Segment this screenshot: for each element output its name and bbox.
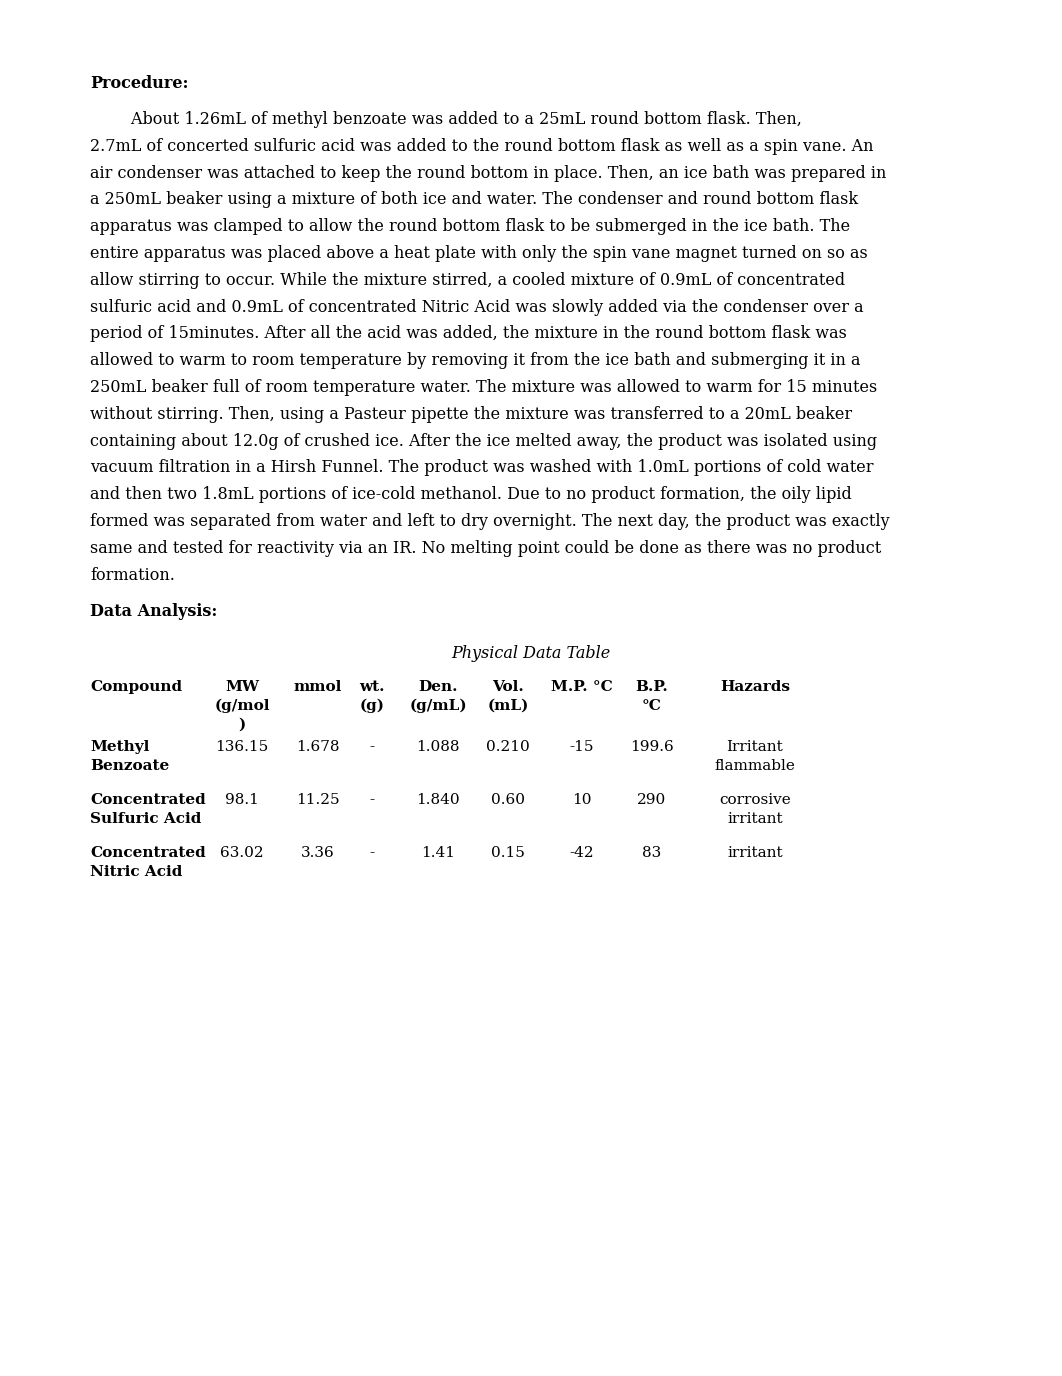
Text: Methyl: Methyl [90,740,150,754]
Text: Sulfuric Acid: Sulfuric Acid [90,812,202,826]
Text: a 250mL beaker using a mixture of both ice and water. The condenser and round bo: a 250mL beaker using a mixture of both i… [90,191,858,208]
Text: Benzoate: Benzoate [90,760,169,773]
Text: -: - [370,846,375,860]
Text: M.P. °C: M.P. °C [551,680,613,695]
Text: Hazards: Hazards [720,680,790,695]
Text: air condenser was attached to keep the round bottom in place. Then, an ice bath : air condenser was attached to keep the r… [90,165,887,182]
Text: 98.1: 98.1 [225,794,259,808]
Text: Compound: Compound [90,680,182,695]
Text: wt.: wt. [359,680,384,695]
Text: Data Analysis:: Data Analysis: [90,604,218,621]
Text: 0.15: 0.15 [491,846,525,860]
Text: 63.02: 63.02 [220,846,263,860]
Text: and then two 1.8mL portions of ice-cold methanol. Due to no product formation, t: and then two 1.8mL portions of ice-cold … [90,486,852,504]
Text: 1.088: 1.088 [416,740,460,754]
Text: (g/mol: (g/mol [215,699,270,713]
Text: 2.7mL of concerted sulfuric acid was added to the round bottom flask as well as : 2.7mL of concerted sulfuric acid was add… [90,138,874,154]
Text: 199.6: 199.6 [630,740,674,754]
Text: Procedure:: Procedure: [90,76,188,92]
Text: 290: 290 [637,794,667,808]
Text: period of 15minutes. After all the acid was added, the mixture in the round bott: period of 15minutes. After all the acid … [90,325,846,343]
Text: apparatus was clamped to allow the round bottom flask to be submerged in the ice: apparatus was clamped to allow the round… [90,219,850,235]
Text: corrosive: corrosive [719,794,791,808]
Text: About 1.26mL of methyl benzoate was added to a 25mL round bottom flask. Then,: About 1.26mL of methyl benzoate was adde… [90,111,802,128]
Text: 10: 10 [572,794,592,808]
Text: 1.41: 1.41 [421,846,455,860]
Text: 0.60: 0.60 [491,794,525,808]
Text: without stirring. Then, using a Pasteur pipette the mixture was transferred to a: without stirring. Then, using a Pasteur … [90,406,852,422]
Text: Concentrated: Concentrated [90,846,206,860]
Text: mmol: mmol [294,680,342,695]
Text: formation.: formation. [90,567,175,583]
Text: sulfuric acid and 0.9mL of concentrated Nitric Acid was slowly added via the con: sulfuric acid and 0.9mL of concentrated … [90,299,863,315]
Text: irritant: irritant [727,846,783,860]
Text: (g): (g) [360,699,384,713]
Text: 11.25: 11.25 [296,794,340,808]
Text: ): ) [238,717,245,732]
Text: Den.: Den. [418,680,458,695]
Text: (mL): (mL) [487,699,529,713]
Text: -: - [370,740,375,754]
Text: 83: 83 [643,846,662,860]
Text: allowed to warm to room temperature by removing it from the ice bath and submerg: allowed to warm to room temperature by r… [90,352,860,369]
Text: allow stirring to occur. While the mixture stirred, a cooled mixture of 0.9mL of: allow stirring to occur. While the mixtu… [90,272,845,289]
Text: 136.15: 136.15 [216,740,269,754]
Text: 1.840: 1.840 [416,794,460,808]
Text: containing about 12.0g of crushed ice. After the ice melted away, the product wa: containing about 12.0g of crushed ice. A… [90,432,877,450]
Text: MW: MW [225,680,259,695]
Text: 1.678: 1.678 [296,740,340,754]
Text: formed was separated from water and left to dry overnight. The next day, the pro: formed was separated from water and left… [90,513,890,530]
Text: -: - [370,794,375,808]
Text: flammable: flammable [715,760,795,773]
Text: 250mL beaker full of room temperature water. The mixture was allowed to warm for: 250mL beaker full of room temperature wa… [90,378,877,396]
Text: Vol.: Vol. [492,680,524,695]
Text: 3.36: 3.36 [302,846,335,860]
Text: -42: -42 [569,846,595,860]
Text: Nitric Acid: Nitric Acid [90,866,183,879]
Text: Concentrated: Concentrated [90,794,206,808]
Text: (g/mL): (g/mL) [409,699,467,713]
Text: entire apparatus was placed above a heat plate with only the spin vane magnet tu: entire apparatus was placed above a heat… [90,245,868,261]
Text: °C: °C [643,699,662,713]
Text: -15: -15 [569,740,595,754]
Text: B.P.: B.P. [636,680,668,695]
Text: vacuum filtration in a Hirsh Funnel. The product was washed with 1.0mL portions : vacuum filtration in a Hirsh Funnel. The… [90,460,874,476]
Text: Irritant: Irritant [726,740,784,754]
Text: same and tested for reactivity via an IR. No melting point could be done as ther: same and tested for reactivity via an IR… [90,539,881,557]
Text: 0.210: 0.210 [486,740,530,754]
Text: Physical Data Table: Physical Data Table [451,645,611,662]
Text: irritant: irritant [727,812,783,826]
